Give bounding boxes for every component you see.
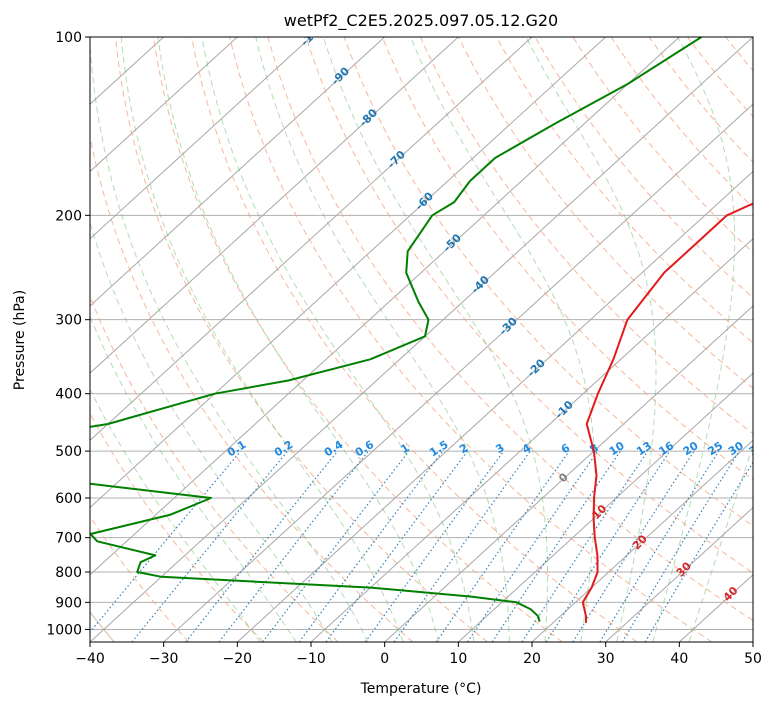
x-tick-label: −40 xyxy=(75,651,105,667)
x-axis-label: Temperature (°C) xyxy=(360,681,482,697)
y-tick-label: 400 xyxy=(55,387,82,403)
x-tick-label: −30 xyxy=(149,651,179,667)
x-tick-label: 40 xyxy=(670,651,688,667)
y-tick-label: 100 xyxy=(55,30,82,46)
y-tick-label: 500 xyxy=(55,444,82,460)
x-tick-label: 10 xyxy=(449,651,467,667)
x-tick-label: 50 xyxy=(744,651,762,667)
y-tick-label: 300 xyxy=(55,313,82,329)
x-tick-label: −10 xyxy=(296,651,326,667)
x-tick-label: 20 xyxy=(523,651,541,667)
x-tick-label: 0 xyxy=(380,651,389,667)
x-tick-label: 30 xyxy=(597,651,615,667)
x-tick-label: −20 xyxy=(223,651,253,667)
y-tick-label: 900 xyxy=(55,595,82,611)
y-tick-label: 200 xyxy=(55,208,82,224)
y-tick-label: 800 xyxy=(55,565,82,581)
y-tick-label: 1000 xyxy=(46,622,82,638)
y-tick-label: 700 xyxy=(55,531,82,547)
y-axis-label: Pressure (hPa) xyxy=(12,290,28,390)
chart-title: wetPf2_C2E5.2025.097.05.12.G20 xyxy=(284,11,558,31)
y-tick-label: 600 xyxy=(55,491,82,507)
